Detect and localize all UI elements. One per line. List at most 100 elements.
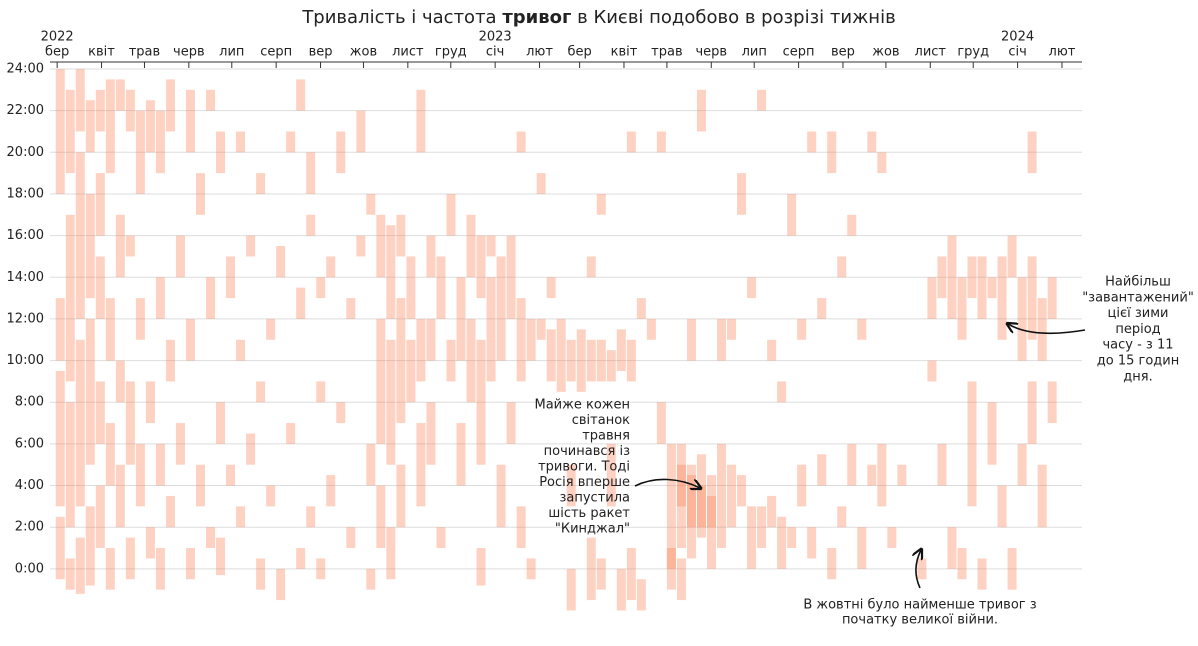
alert-bar	[336, 131, 346, 174]
alert-bar	[676, 464, 686, 549]
alert-bar	[717, 318, 727, 361]
alert-bar	[185, 89, 195, 153]
alert-bar	[406, 256, 416, 319]
alert-bar	[145, 100, 155, 153]
alert-bar	[65, 214, 75, 382]
alert-bar	[656, 131, 666, 153]
alert-bar	[496, 464, 506, 528]
alert-bar	[135, 110, 145, 194]
x-tick-label: трав	[129, 45, 160, 60]
alert-bar	[476, 235, 486, 299]
year-label: 2023	[479, 30, 512, 45]
annotation: світанок	[572, 413, 630, 428]
alert-bar	[95, 485, 105, 549]
year-label: 2022	[41, 30, 74, 45]
alert-bar	[696, 89, 706, 132]
alert-bar	[847, 443, 857, 486]
annotation: шість ракет	[548, 506, 630, 521]
y-tick-label: 14:00	[7, 270, 44, 285]
y-tick-label: 6:00	[15, 436, 44, 451]
alert-bar	[747, 506, 757, 569]
alert-bar	[55, 298, 65, 361]
alert-bar	[817, 298, 827, 319]
annotation: Росія вперше	[539, 475, 630, 490]
alert-bar	[125, 381, 135, 465]
alert-bar	[326, 475, 336, 507]
x-tick-label: лист	[915, 45, 947, 60]
alert-bar	[266, 318, 276, 340]
alert-bar	[576, 329, 586, 392]
annotation: Найбільш	[1105, 275, 1171, 290]
annotation: цієї зими	[1108, 306, 1169, 321]
alert-bar	[185, 318, 195, 361]
x-tick-label: черв	[695, 45, 727, 60]
y-tick-label: 2:00	[15, 520, 44, 535]
alert-bar	[185, 548, 195, 580]
alert-bar	[586, 537, 596, 601]
alert-bar	[236, 506, 246, 528]
y-tick-label: 18:00	[7, 186, 44, 201]
alert-bar	[145, 527, 155, 559]
alert-bar	[596, 339, 606, 382]
alert-bar	[386, 527, 396, 580]
alert-bar	[797, 464, 807, 507]
alert-bar	[556, 318, 566, 392]
alert-bar	[155, 548, 165, 590]
alert-bar	[777, 516, 787, 569]
alert-bar	[416, 318, 426, 382]
alert-bar	[807, 527, 817, 559]
alert-bar	[536, 173, 546, 194]
alert-bar	[65, 402, 75, 528]
annotation: травня	[582, 429, 630, 444]
alert-bar	[256, 558, 266, 590]
y-tick-label: 16:00	[7, 228, 44, 243]
annotation: В жовтні було найменше тривог з	[803, 598, 1036, 613]
alert-bar	[566, 339, 576, 382]
title-part: в Києві подобово в розрізі тижнів	[571, 7, 895, 28]
alert-bar	[396, 298, 406, 424]
alert-bar	[777, 381, 787, 403]
x-tick-label: січ	[486, 45, 504, 60]
alert-bar	[85, 506, 95, 586]
alert-bar	[897, 464, 907, 486]
alert-bar	[286, 423, 296, 444]
alert-bar	[306, 152, 316, 194]
alert-bar	[586, 256, 596, 278]
alert-bar	[456, 423, 466, 486]
alert-bar	[506, 235, 516, 319]
alert-bar	[376, 318, 386, 444]
alert-bar	[135, 298, 145, 340]
alert-bar	[837, 256, 847, 278]
alert-bar	[787, 527, 797, 549]
alert-bar	[396, 464, 406, 528]
alert-bar	[997, 256, 1007, 340]
alert-bar	[606, 443, 616, 507]
alert-bar	[987, 402, 997, 465]
alert-bar	[586, 339, 596, 382]
alert-bar	[636, 298, 646, 319]
alert-bar	[987, 277, 997, 299]
annotation: до 15 годин	[1097, 354, 1179, 369]
alert-bar	[947, 235, 957, 319]
alert-bar	[857, 318, 867, 340]
x-tick-label: квіт	[88, 45, 115, 60]
alert-bar	[877, 443, 887, 507]
alert-bar	[827, 548, 837, 580]
y-tick-label: 0:00	[15, 561, 44, 576]
alert-bar	[506, 402, 516, 444]
alert-bar	[626, 548, 636, 601]
alert-bar	[967, 256, 977, 299]
annotation-arrow	[1008, 324, 1086, 335]
alert-bar	[476, 339, 486, 465]
alert-bar	[65, 558, 75, 590]
alert-bar	[75, 152, 85, 319]
alert-bar	[807, 131, 817, 153]
year-label: 2024	[1001, 30, 1034, 45]
chart-title: Тривалість і частота тривог в Києві подо…	[301, 7, 895, 28]
alert-bar	[927, 277, 937, 319]
alert-bar	[706, 495, 716, 528]
alert-bar	[95, 256, 105, 319]
annotation: "Кинджал"	[555, 522, 630, 537]
alert-bar	[155, 110, 165, 174]
